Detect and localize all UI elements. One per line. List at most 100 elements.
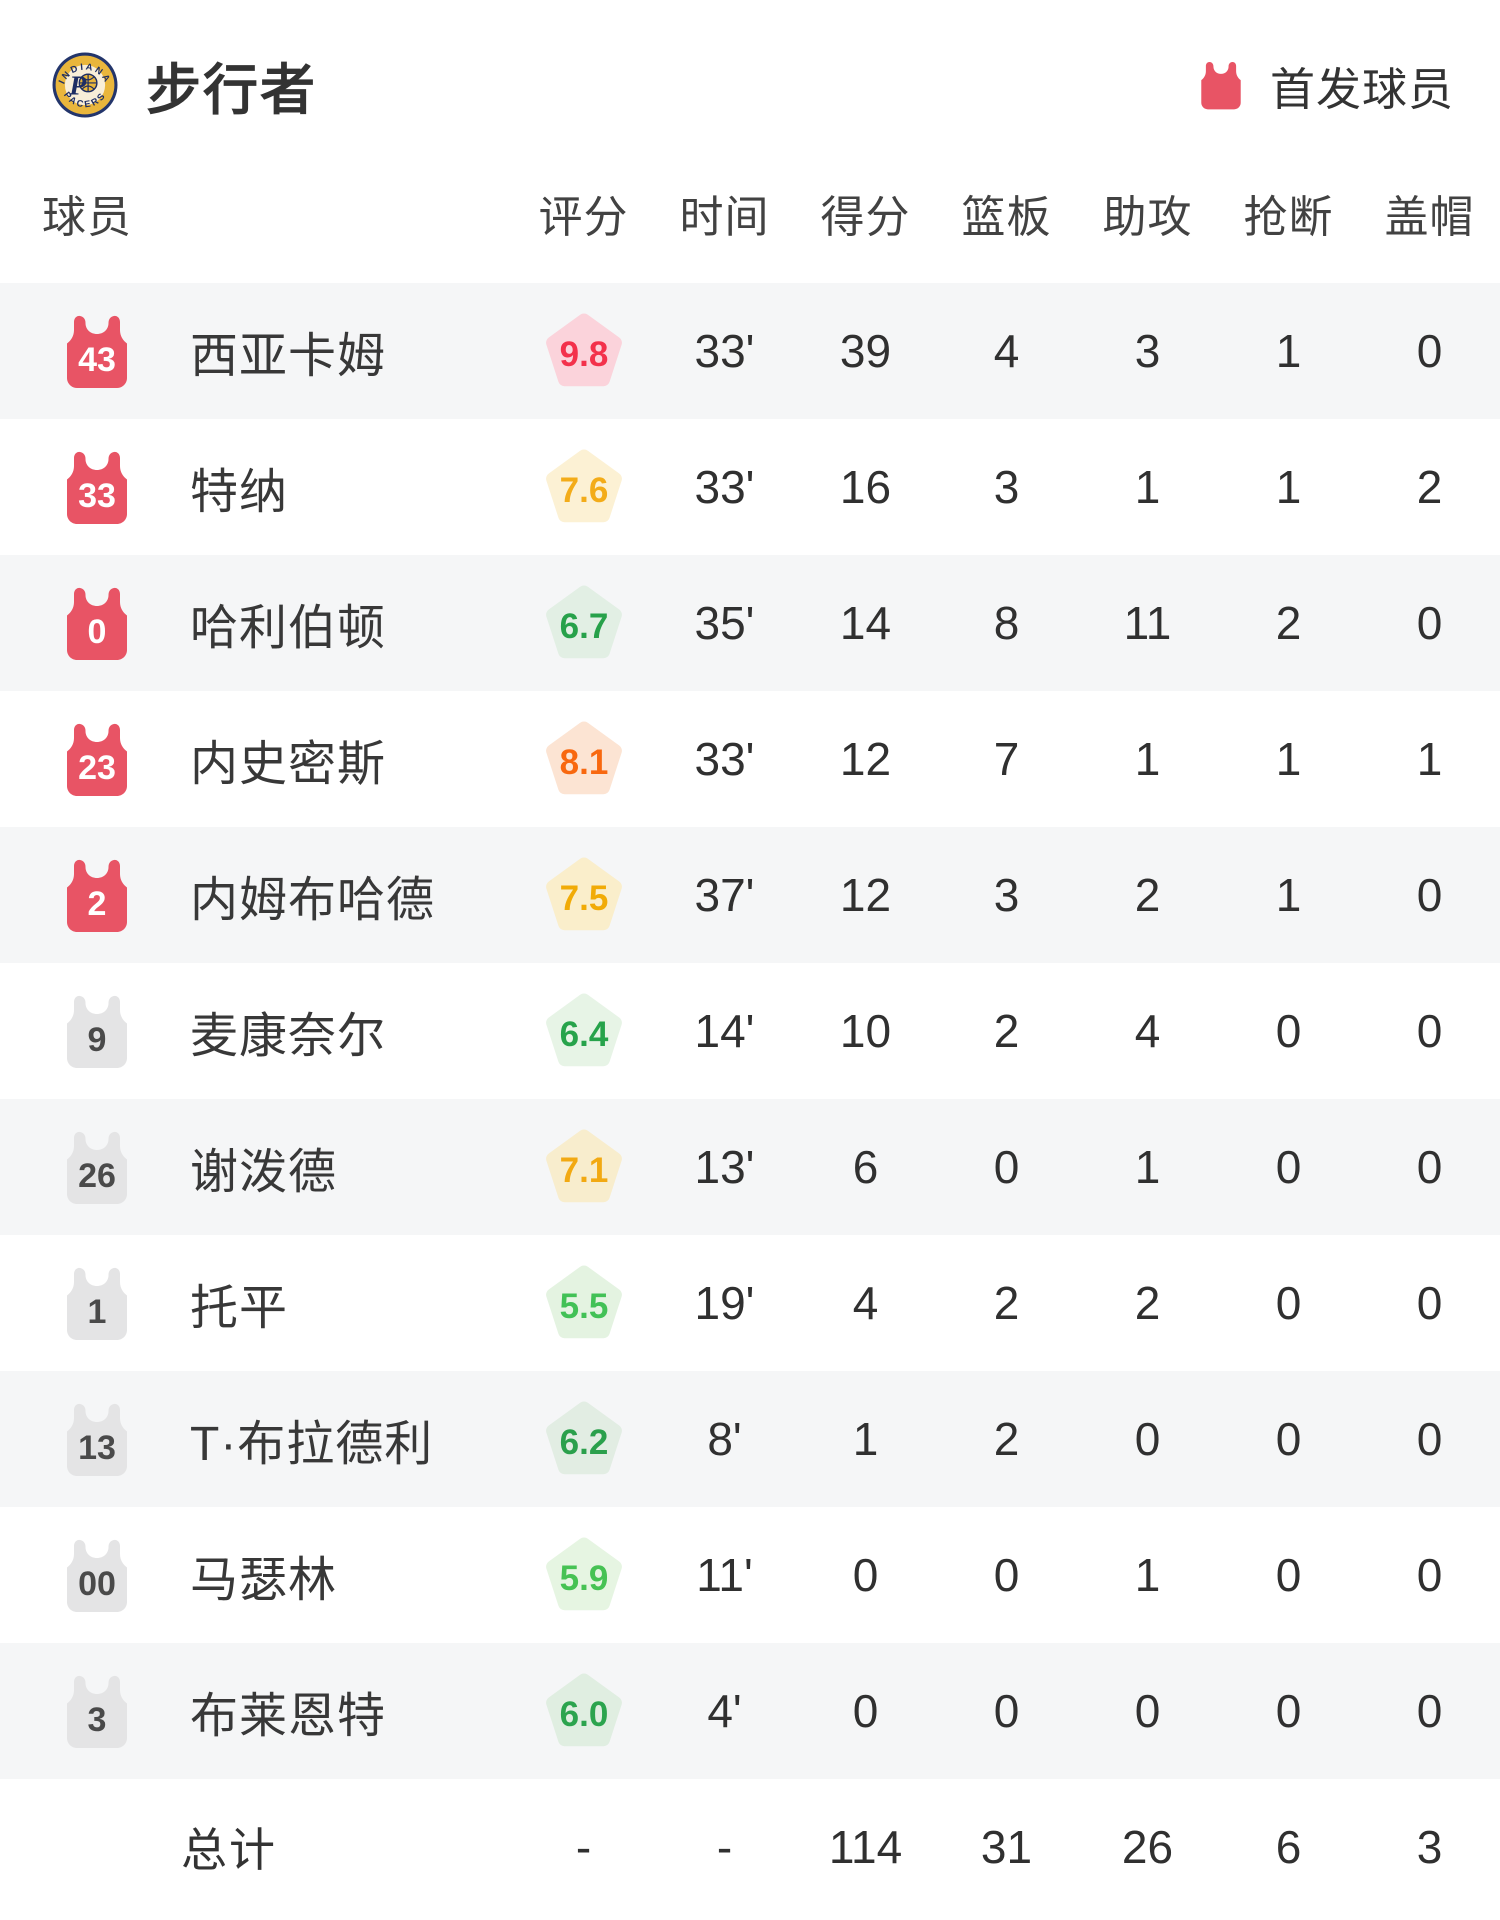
blocks-value: 0 [1416,597,1443,649]
table-row[interactable]: 23 内史密斯 8.1 33' 12 7 1 1 1 [0,691,1500,827]
steals-value: 1 [1275,461,1302,513]
player-cell: 2 内姆布哈德 [0,858,513,932]
total-label: 总计 [181,1824,277,1876]
table-row[interactable]: 00 马瑟林 5.9 11' 0 0 1 0 0 [0,1507,1500,1643]
col-header-blocks: 盖帽 [1384,193,1475,242]
jersey-icon: 33 [62,450,132,524]
assists-value: 1 [1134,1141,1161,1193]
rebounds-value: 3 [993,461,1020,513]
jersey-icon: 1 [62,1266,132,1340]
svg-text:6.7: 6.7 [559,607,608,646]
blocks-value: 0 [1416,1549,1443,1601]
rating-cell: 7.5 [513,857,654,933]
minutes-value: 8' [707,1413,742,1465]
col-header-steals: 抢断 [1243,193,1334,242]
minutes-value: 37' [694,869,755,921]
starter-legend: 首发球员 [1198,53,1454,118]
svg-text:P: P [68,70,87,101]
jersey-icon: 9 [62,994,132,1068]
pacers-logo-icon: INDIANA PACERS P [52,52,118,118]
team-identity: INDIANA PACERS P 步行者 [52,45,317,125]
svg-text:9: 9 [88,1021,107,1059]
player-name: 麦康奈尔 [190,1010,387,1063]
steals-value: 0 [1275,1277,1302,1329]
svg-text:2: 2 [88,885,107,923]
jersey-icon: 43 [62,314,132,388]
player-rows: 43 西亚卡姆 9.8 33' 39 4 3 1 0 33 [0,283,1500,1779]
svg-text:13: 13 [78,1429,116,1467]
rating-badge: 9.8 [544,313,624,389]
total-minutes: - [716,1821,733,1873]
points-value: 10 [839,1005,892,1057]
svg-text:33: 33 [78,477,116,515]
player-cell: 9 麦康奈尔 [0,994,513,1068]
rating-badge: 6.2 [544,1401,624,1477]
table-row[interactable]: 43 西亚卡姆 9.8 33' 39 4 3 1 0 [0,283,1500,419]
assists-value: 4 [1134,1005,1161,1057]
points-value: 0 [852,1685,879,1737]
rating-cell: 6.2 [513,1401,654,1477]
table-row[interactable]: 1 托平 5.5 19' 4 2 2 0 0 [0,1235,1500,1371]
svg-text:6.4: 6.4 [559,1015,608,1054]
minutes-value: 11' [696,1549,753,1601]
total-blocks: 3 [1416,1821,1443,1873]
steals-value: 0 [1275,1685,1302,1737]
player-name: T·布拉德利 [190,1418,434,1471]
rating-badge: 6.7 [544,585,624,661]
total-row: 总计 - - 114 31 26 6 3 [0,1779,1500,1915]
col-header-assists: 助攻 [1102,193,1193,242]
jersey-icon: 00 [62,1538,132,1612]
svg-text:0: 0 [88,613,107,651]
points-value: 16 [839,461,892,513]
table-row[interactable]: 13 T·布拉德利 6.2 8' 1 2 0 0 0 [0,1371,1500,1507]
svg-text:8.1: 8.1 [559,743,608,782]
svg-text:5.5: 5.5 [559,1287,608,1326]
table-row[interactable]: 33 特纳 7.6 33' 16 3 1 1 2 [0,419,1500,555]
rating-badge: 7.5 [544,857,624,933]
table-row[interactable]: 26 谢泼德 7.1 13' 6 0 1 0 0 [0,1099,1500,1235]
player-cell: 3 布莱恩特 [0,1674,513,1748]
minutes-value: 33' [694,733,755,785]
player-cell: 13 T·布拉德利 [0,1402,513,1476]
rating-badge: 7.1 [544,1129,624,1205]
points-value: 39 [839,325,892,377]
minutes-value: 14' [694,1005,755,1057]
starter-jersey-icon [1201,61,1241,110]
rating-cell: 5.5 [513,1265,654,1341]
svg-text:7.5: 7.5 [559,879,608,918]
total-rating: - [575,1821,592,1873]
rebounds-value: 0 [993,1685,1020,1737]
total-assists: 26 [1121,1821,1174,1873]
blocks-value: 0 [1416,1277,1443,1329]
team-name: 步行者 [146,59,318,121]
assists-value: 1 [1134,733,1161,785]
player-name: 布莱恩特 [190,1690,387,1743]
player-cell: 33 特纳 [0,450,513,524]
assists-value: 11 [1123,597,1172,649]
steals-value: 1 [1275,733,1302,785]
player-name: 谢泼德 [190,1146,338,1199]
table-row[interactable]: 0 哈利伯顿 6.7 35' 14 8 11 2 0 [0,555,1500,691]
svg-text:1: 1 [88,1293,107,1331]
points-value: 14 [839,597,892,649]
table-row[interactable]: 9 麦康奈尔 6.4 14' 10 2 4 0 0 [0,963,1500,1099]
total-rebounds: 31 [980,1821,1033,1873]
rating-cell: 7.1 [513,1129,654,1205]
points-value: 0 [852,1549,879,1601]
col-header-rebounds: 篮板 [961,193,1052,242]
table-row[interactable]: 3 布莱恩特 6.0 4' 0 0 0 0 0 [0,1643,1500,1779]
rating-badge: 5.9 [544,1537,624,1613]
rating-cell: 5.9 [513,1537,654,1613]
player-name: 托平 [190,1282,289,1335]
rebounds-value: 3 [993,869,1020,921]
rating-badge: 8.1 [544,721,624,797]
player-cell: 26 谢泼德 [0,1130,513,1204]
blocks-value: 0 [1416,869,1443,921]
rating-cell: 9.8 [513,313,654,389]
rating-badge: 7.6 [544,449,624,525]
jersey-icon: 23 [62,722,132,796]
rebounds-value: 0 [993,1549,1020,1601]
assists-value: 3 [1134,325,1161,377]
table-row[interactable]: 2 内姆布哈德 7.5 37' 12 3 2 1 0 [0,827,1500,963]
